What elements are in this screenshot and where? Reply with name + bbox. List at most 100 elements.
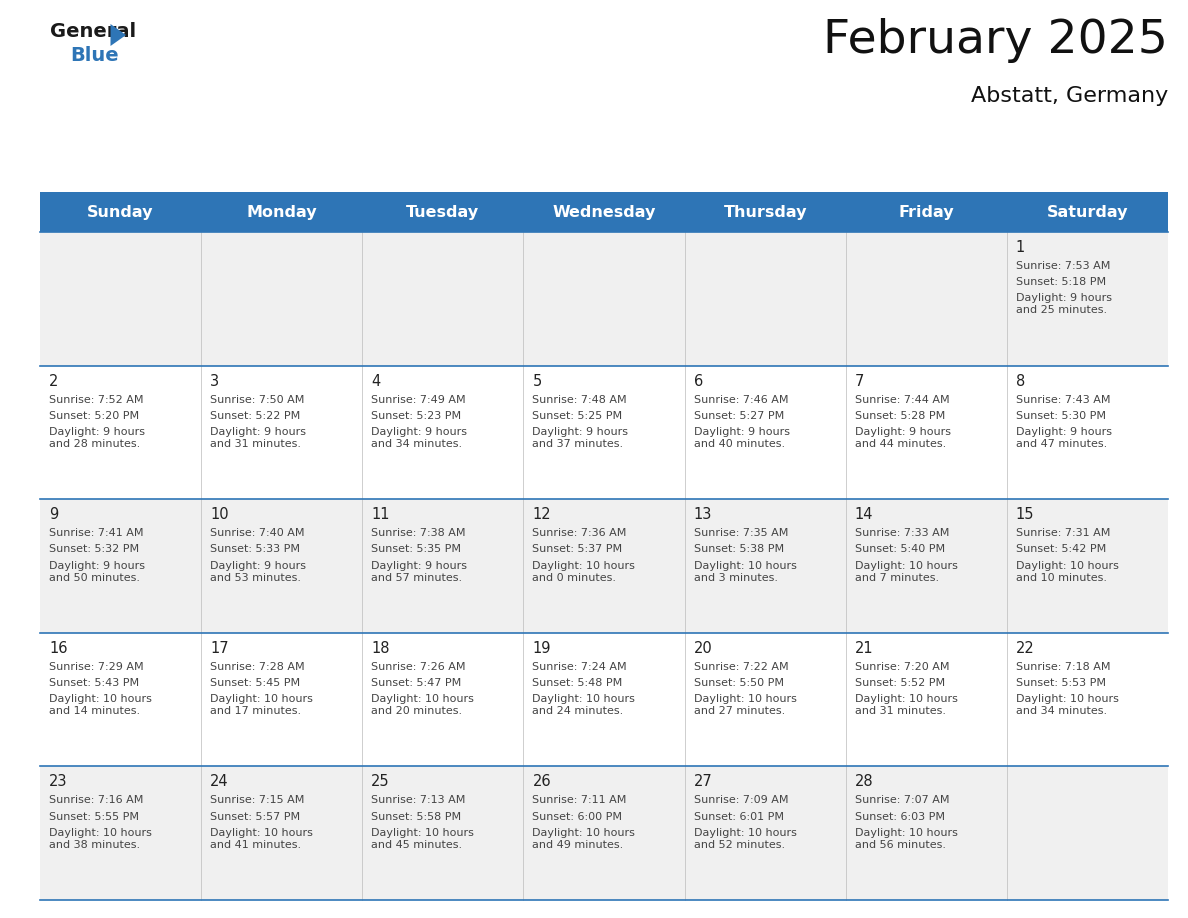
Text: Sunset: 5:43 PM: Sunset: 5:43 PM [49, 678, 139, 688]
Text: Sunset: 5:30 PM: Sunset: 5:30 PM [1016, 410, 1106, 420]
Text: Sunrise: 7:43 AM: Sunrise: 7:43 AM [1016, 395, 1111, 405]
Text: Sunset: 5:53 PM: Sunset: 5:53 PM [1016, 678, 1106, 688]
Bar [40, 633, 1168, 767]
Text: Monday: Monday [246, 205, 317, 219]
Text: Daylight: 10 hours
and 27 minutes.: Daylight: 10 hours and 27 minutes. [694, 694, 796, 716]
Text: 25: 25 [372, 775, 390, 789]
Text: Sunrise: 7:52 AM: Sunrise: 7:52 AM [49, 395, 144, 405]
Text: Daylight: 10 hours
and 3 minutes.: Daylight: 10 hours and 3 minutes. [694, 561, 796, 583]
Bar [40, 499, 1168, 633]
Text: Daylight: 9 hours
and 25 minutes.: Daylight: 9 hours and 25 minutes. [1016, 294, 1112, 316]
Text: Sunset: 5:25 PM: Sunset: 5:25 PM [532, 410, 623, 420]
Text: 13: 13 [694, 508, 712, 522]
Text: Sunrise: 7:46 AM: Sunrise: 7:46 AM [694, 395, 788, 405]
Text: Sunset: 5:42 PM: Sunset: 5:42 PM [1016, 544, 1106, 554]
Text: Sunrise: 7:24 AM: Sunrise: 7:24 AM [532, 662, 627, 672]
Text: Sunrise: 7:31 AM: Sunrise: 7:31 AM [1016, 528, 1111, 538]
Text: 28: 28 [854, 775, 873, 789]
Text: Sunset: 5:58 PM: Sunset: 5:58 PM [372, 812, 461, 822]
Text: Daylight: 9 hours
and 44 minutes.: Daylight: 9 hours and 44 minutes. [854, 427, 950, 449]
Text: Sunrise: 7:07 AM: Sunrise: 7:07 AM [854, 795, 949, 805]
Text: Sunrise: 7:20 AM: Sunrise: 7:20 AM [854, 662, 949, 672]
Text: Sunset: 5:40 PM: Sunset: 5:40 PM [854, 544, 944, 554]
Text: 5: 5 [532, 374, 542, 388]
Text: 15: 15 [1016, 508, 1035, 522]
Text: Sunrise: 7:13 AM: Sunrise: 7:13 AM [372, 795, 466, 805]
Text: Daylight: 10 hours
and 49 minutes.: Daylight: 10 hours and 49 minutes. [532, 828, 636, 850]
Text: Sunrise: 7:36 AM: Sunrise: 7:36 AM [532, 528, 627, 538]
Text: Daylight: 10 hours
and 45 minutes.: Daylight: 10 hours and 45 minutes. [372, 828, 474, 850]
Text: Tuesday: Tuesday [406, 205, 480, 219]
Text: Daylight: 9 hours
and 53 minutes.: Daylight: 9 hours and 53 minutes. [210, 561, 307, 583]
Text: 2: 2 [49, 374, 58, 388]
Text: 21: 21 [854, 641, 873, 655]
Text: Sunset: 6:00 PM: Sunset: 6:00 PM [532, 812, 623, 822]
Text: Sunset: 5:35 PM: Sunset: 5:35 PM [372, 544, 461, 554]
Text: Daylight: 10 hours
and 17 minutes.: Daylight: 10 hours and 17 minutes. [210, 694, 312, 716]
Text: Abstatt, Germany: Abstatt, Germany [971, 86, 1168, 106]
Text: Sunrise: 7:48 AM: Sunrise: 7:48 AM [532, 395, 627, 405]
Text: Sunset: 5:27 PM: Sunset: 5:27 PM [694, 410, 784, 420]
Text: 14: 14 [854, 508, 873, 522]
Text: 19: 19 [532, 641, 551, 655]
Text: 9: 9 [49, 508, 58, 522]
Text: Sunrise: 7:22 AM: Sunrise: 7:22 AM [694, 662, 788, 672]
Text: Sunrise: 7:11 AM: Sunrise: 7:11 AM [532, 795, 627, 805]
Text: Saturday: Saturday [1047, 205, 1129, 219]
Text: Sunset: 5:47 PM: Sunset: 5:47 PM [372, 678, 461, 688]
Text: 17: 17 [210, 641, 229, 655]
Text: Daylight: 10 hours
and 41 minutes.: Daylight: 10 hours and 41 minutes. [210, 828, 312, 850]
Text: Daylight: 10 hours
and 34 minutes.: Daylight: 10 hours and 34 minutes. [1016, 694, 1119, 716]
Text: 3: 3 [210, 374, 220, 388]
Text: Sunrise: 7:49 AM: Sunrise: 7:49 AM [372, 395, 466, 405]
Text: Sunrise: 7:18 AM: Sunrise: 7:18 AM [1016, 662, 1111, 672]
Text: Daylight: 10 hours
and 20 minutes.: Daylight: 10 hours and 20 minutes. [372, 694, 474, 716]
Text: General: General [50, 22, 137, 41]
Bar [40, 767, 1168, 900]
Text: February 2025: February 2025 [823, 18, 1168, 63]
Text: Daylight: 9 hours
and 34 minutes.: Daylight: 9 hours and 34 minutes. [372, 427, 467, 449]
Text: Sunset: 5:45 PM: Sunset: 5:45 PM [210, 678, 301, 688]
Text: Daylight: 9 hours
and 47 minutes.: Daylight: 9 hours and 47 minutes. [1016, 427, 1112, 449]
Text: Sunset: 5:32 PM: Sunset: 5:32 PM [49, 544, 139, 554]
Text: Sunset: 5:23 PM: Sunset: 5:23 PM [372, 410, 461, 420]
Text: 24: 24 [210, 775, 229, 789]
Text: Daylight: 10 hours
and 10 minutes.: Daylight: 10 hours and 10 minutes. [1016, 561, 1119, 583]
Text: Sunday: Sunday [88, 205, 153, 219]
Text: Thursday: Thursday [723, 205, 807, 219]
Text: Sunset: 5:38 PM: Sunset: 5:38 PM [694, 544, 784, 554]
Text: Sunset: 5:48 PM: Sunset: 5:48 PM [532, 678, 623, 688]
Text: Sunrise: 7:33 AM: Sunrise: 7:33 AM [854, 528, 949, 538]
Text: Sunrise: 7:35 AM: Sunrise: 7:35 AM [694, 528, 788, 538]
Text: 1: 1 [1016, 240, 1025, 255]
Text: Daylight: 9 hours
and 40 minutes.: Daylight: 9 hours and 40 minutes. [694, 427, 790, 449]
Text: Sunrise: 7:44 AM: Sunrise: 7:44 AM [854, 395, 949, 405]
Text: Sunrise: 7:16 AM: Sunrise: 7:16 AM [49, 795, 144, 805]
Text: Sunrise: 7:41 AM: Sunrise: 7:41 AM [49, 528, 144, 538]
Text: 6: 6 [694, 374, 703, 388]
Text: Sunrise: 7:38 AM: Sunrise: 7:38 AM [372, 528, 466, 538]
Text: 27: 27 [694, 775, 713, 789]
Text: Daylight: 10 hours
and 0 minutes.: Daylight: 10 hours and 0 minutes. [532, 561, 636, 583]
Text: Sunrise: 7:26 AM: Sunrise: 7:26 AM [372, 662, 466, 672]
Text: Sunrise: 7:53 AM: Sunrise: 7:53 AM [1016, 261, 1111, 271]
Text: Daylight: 9 hours
and 37 minutes.: Daylight: 9 hours and 37 minutes. [532, 427, 628, 449]
Text: 7: 7 [854, 374, 864, 388]
Text: Daylight: 10 hours
and 7 minutes.: Daylight: 10 hours and 7 minutes. [854, 561, 958, 583]
Text: 23: 23 [49, 775, 68, 789]
Text: Daylight: 10 hours
and 38 minutes.: Daylight: 10 hours and 38 minutes. [49, 828, 152, 850]
Text: Sunset: 5:28 PM: Sunset: 5:28 PM [854, 410, 944, 420]
Text: 8: 8 [1016, 374, 1025, 388]
Text: Sunrise: 7:50 AM: Sunrise: 7:50 AM [210, 395, 304, 405]
Text: 20: 20 [694, 641, 713, 655]
Text: Sunset: 5:33 PM: Sunset: 5:33 PM [210, 544, 301, 554]
Text: Sunrise: 7:28 AM: Sunrise: 7:28 AM [210, 662, 305, 672]
Text: 16: 16 [49, 641, 68, 655]
Bar [40, 192, 1168, 232]
Text: Blue: Blue [70, 46, 119, 65]
Text: Sunset: 5:18 PM: Sunset: 5:18 PM [1016, 277, 1106, 287]
Text: Sunrise: 7:09 AM: Sunrise: 7:09 AM [694, 795, 788, 805]
Text: Daylight: 9 hours
and 57 minutes.: Daylight: 9 hours and 57 minutes. [372, 561, 467, 583]
Bar [40, 232, 1168, 365]
Text: Sunrise: 7:29 AM: Sunrise: 7:29 AM [49, 662, 144, 672]
